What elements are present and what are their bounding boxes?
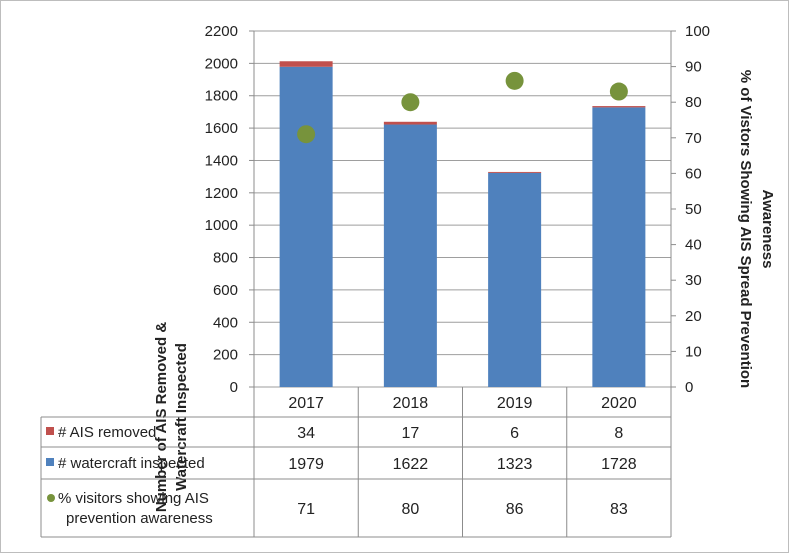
table-cell: 1979 [288, 456, 324, 473]
category-label: 2017 [288, 395, 324, 412]
y2-tick-label: 100 [685, 23, 710, 40]
point-awareness [401, 93, 420, 112]
bar-ais-removed [592, 106, 646, 108]
y-tick-label: 800 [213, 250, 238, 267]
bar-watercraft-inspected [279, 66, 333, 388]
bar-watercraft-inspected [592, 107, 646, 388]
table-row-label: # watercraft inspected [58, 455, 205, 472]
table-cell: 71 [297, 501, 315, 518]
y2-tick-label: 70 [685, 130, 702, 147]
bar-watercraft-inspected [488, 172, 542, 387]
table-cell: 6 [510, 425, 519, 442]
table-cell: 17 [401, 425, 419, 442]
y2-tick-label: 0 [685, 379, 693, 396]
category-label: 2018 [393, 395, 429, 412]
bar-ais-removed [279, 61, 333, 67]
y2-tick-label: 50 [685, 201, 702, 218]
table-cell: 83 [610, 501, 628, 518]
table-row-label: # AIS removed [58, 424, 156, 441]
legend-key-awareness [47, 494, 55, 502]
category-label: 2019 [497, 395, 533, 412]
bar-ais-removed [488, 171, 542, 173]
y2-tick-label: 80 [685, 94, 702, 111]
y-tick-label: 200 [213, 347, 238, 364]
table-row-label: prevention awareness [66, 510, 213, 527]
legend-key-watercraft [46, 458, 54, 466]
legend-key-ais-removed [46, 427, 54, 435]
table-cell: 1323 [497, 456, 533, 473]
y-tick-label: 2200 [205, 23, 238, 40]
table-cell: 80 [401, 501, 419, 518]
point-awareness [609, 82, 628, 101]
y-tick-label: 1000 [205, 217, 238, 234]
y2-tick-label: 90 [685, 59, 702, 76]
y2-tick-label: 10 [685, 343, 702, 360]
point-awareness [297, 125, 316, 144]
table-cell: 1728 [601, 456, 637, 473]
bar-watercraft-inspected [383, 124, 437, 387]
bar-ais-removed [383, 121, 437, 125]
y-tick-label: 1600 [205, 120, 238, 137]
table-cell: 34 [297, 425, 315, 442]
y-tick-label: 1400 [205, 152, 238, 169]
y2-tick-label: 30 [685, 272, 702, 289]
y2-tick-label: 40 [685, 237, 702, 254]
y-tick-label: 1200 [205, 185, 238, 202]
y-tick-label: 2000 [205, 55, 238, 72]
point-awareness [505, 71, 524, 90]
y2-tick-label: 60 [685, 165, 702, 182]
table-cell: 1622 [393, 456, 429, 473]
y2-axis-title: Awareness [759, 190, 776, 269]
y-tick-label: 1800 [205, 88, 238, 105]
table-cell: 86 [506, 501, 524, 518]
table-cell: 8 [614, 425, 623, 442]
y-tick-label: 0 [230, 379, 238, 396]
y2-tick-label: 20 [685, 308, 702, 325]
y-tick-label: 400 [213, 314, 238, 331]
category-label: 2020 [601, 395, 637, 412]
y2-axis-title: % of Vistors Showing AIS Spread Preventi… [737, 70, 754, 388]
table-row-label: % visitors showing AIS [58, 490, 209, 507]
y-tick-label: 600 [213, 282, 238, 299]
